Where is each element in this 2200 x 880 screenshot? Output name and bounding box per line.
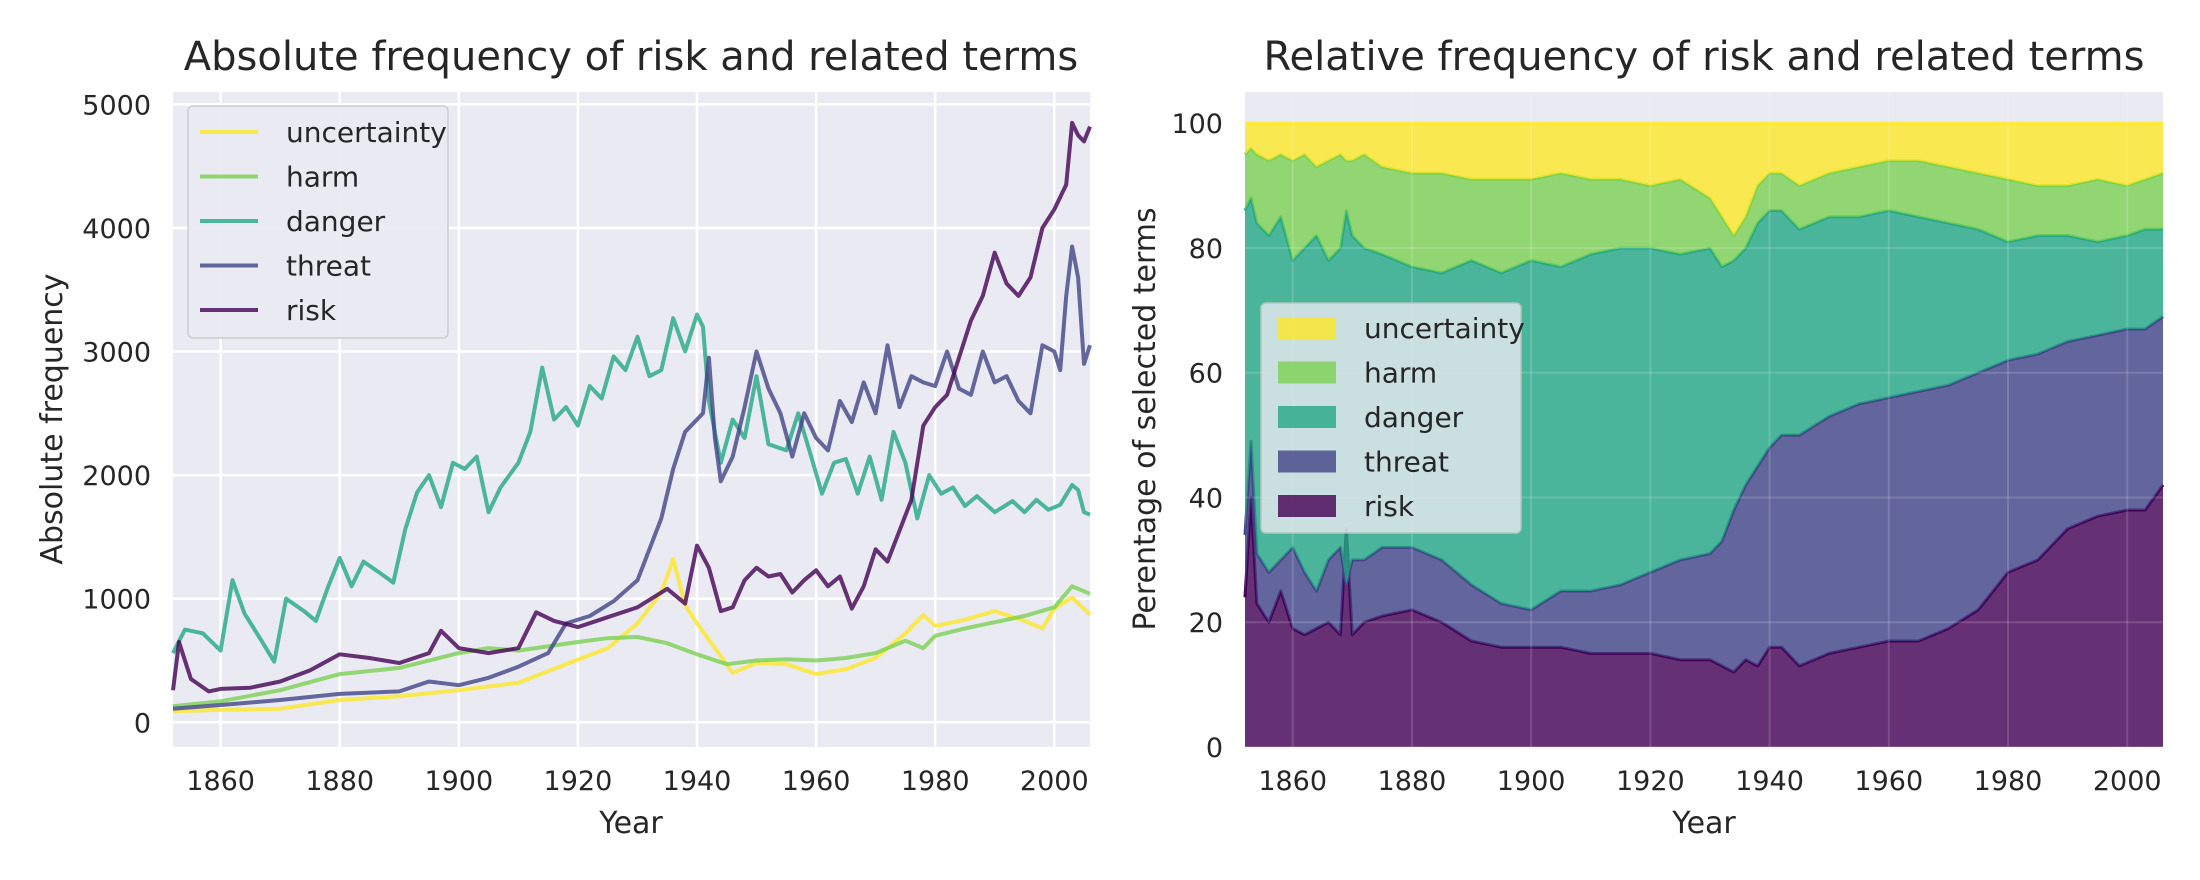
y-tick-label: 3000	[82, 338, 151, 369]
x-tick-label: 2000	[2093, 766, 2162, 797]
series-line-danger	[171, 312, 1091, 664]
absolute-frequency-chart: 1860 1880 1900 1920 1940 1960 1980 2000 0 1000 20…	[35, 34, 1092, 841]
series-line-uncertainty	[172, 557, 1092, 714]
area-threat	[1245, 316, 2163, 673]
series-line-harm	[172, 584, 1091, 709]
y-tick-labels: 0 20 40 60 80 100	[1171, 109, 1223, 764]
y-tick-label: 1000	[82, 585, 151, 616]
y-tick-labels: 0 1000 2000 3000 4000 5000	[82, 90, 151, 739]
x-tick-label: 1960	[1854, 766, 1923, 797]
legend-label-harm: harm	[1364, 357, 1437, 390]
legend-label-threat: threat	[1364, 446, 1449, 479]
legend-label-risk: risk	[1364, 490, 1415, 523]
y-axis-label: Absolute frequency	[35, 273, 70, 564]
legend: uncertainty harm danger threat risk	[187, 105, 449, 339]
x-tick-labels: 1860 1880 1900 1920 1940 1960 1980 2000	[186, 766, 1088, 797]
x-tick-label: 1880	[305, 766, 374, 797]
y-tick-label: 0	[1206, 733, 1223, 764]
gridlines	[1245, 92, 2163, 748]
x-tick-label: 1980	[901, 766, 970, 797]
x-tick-label: 1980	[1974, 766, 2043, 797]
legend-label-threat: threat	[286, 250, 371, 283]
area-uncertainty	[1245, 123, 2163, 236]
series-line-threat	[172, 244, 1092, 711]
legend-frame	[1260, 302, 1522, 534]
chart-title: Absolute frequency of risk and related t…	[184, 34, 1078, 80]
legend-swatch-threat	[1278, 450, 1336, 473]
x-axis-label: Year	[598, 806, 663, 841]
y-tick-label: 2000	[82, 461, 151, 492]
x-tick-label: 1860	[186, 766, 255, 797]
y-tick-label: 40	[1189, 483, 1223, 514]
legend-label-harm: harm	[286, 161, 359, 194]
x-tick-label: 1920	[1616, 766, 1685, 797]
x-tick-label: 1960	[782, 766, 851, 797]
legend-swatch-harm	[1278, 361, 1336, 384]
x-tick-label: 1920	[544, 766, 613, 797]
line-series	[171, 120, 1092, 714]
legend-swatch-danger	[1278, 406, 1336, 428]
y-tick-label: 80	[1189, 234, 1223, 265]
legend-frame	[187, 105, 449, 339]
x-tick-label: 1860	[1258, 766, 1327, 797]
series-line-risk	[171, 120, 1092, 694]
y-tick-label: 20	[1189, 608, 1223, 639]
legend-swatch-risk	[1278, 495, 1336, 517]
x-tick-label: 2000	[1020, 766, 1089, 797]
gridlines	[173, 92, 1090, 747]
x-tick-label: 1940	[1735, 766, 1804, 797]
legend-label-uncertainty: uncertainty	[1364, 312, 1525, 345]
x-tick-labels: 1860 1880 1900 1920 1940 1960 1980 2000	[1258, 766, 2161, 797]
y-tick-label: 100	[1171, 109, 1223, 140]
chart-title: Relative frequency of risk and related t…	[1264, 34, 2145, 80]
legend-label-uncertainty: uncertainty	[286, 116, 447, 149]
x-tick-label: 1880	[1378, 766, 1447, 797]
y-tick-label: 4000	[82, 214, 151, 245]
x-tick-label: 1900	[1497, 766, 1566, 797]
y-tick-label: 60	[1189, 359, 1223, 390]
area-risk	[1245, 485, 2163, 747]
x-tick-label: 1900	[424, 766, 493, 797]
y-axis-label: Perentage of selected terms	[1128, 207, 1163, 630]
relative-frequency-chart: 1860 1880 1900 1920 1940 1960 1980 2000 0 20 40 60…	[1128, 34, 2165, 841]
x-tick-label: 1940	[663, 766, 732, 797]
legend-label-danger: danger	[286, 205, 386, 238]
legend: uncertainty harm danger threat risk	[1260, 302, 1525, 534]
x-axis-label: Year	[1671, 806, 1736, 841]
legend-label-danger: danger	[1364, 401, 1464, 434]
legend-label-risk: risk	[286, 294, 337, 327]
legend-swatch-uncertainty	[1278, 317, 1336, 339]
y-tick-label: 5000	[82, 90, 151, 121]
y-tick-label: 0	[134, 708, 151, 739]
